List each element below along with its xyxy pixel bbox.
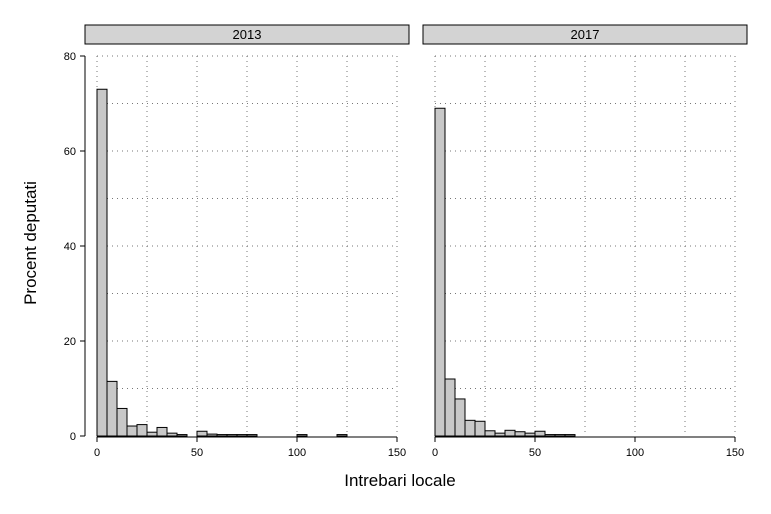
- histogram-bar: [524, 432, 536, 437]
- histogram-bar: [166, 432, 178, 437]
- y-tick-label: 60: [64, 146, 76, 158]
- x-tick-label: 50: [529, 447, 541, 459]
- histogram-bar: [176, 434, 188, 437]
- x-tick-label: 50: [191, 447, 203, 459]
- facet-panels: 2013 0 50 100 150 2017 0 50 100 150: [84, 24, 748, 459]
- facet-strip-label: 2017: [571, 27, 600, 42]
- facet-panel-2017: 2017 0 50 100 150: [422, 24, 748, 459]
- facet-panel-2013: 2013 0 50 100 150: [84, 24, 410, 459]
- histogram-bar: [216, 434, 228, 437]
- facet-strip-label: 2013: [233, 27, 262, 42]
- y-tick-label: 80: [64, 51, 76, 63]
- histogram-bar: [206, 433, 218, 437]
- histogram-bar: [454, 398, 466, 437]
- histogram-bar: [246, 434, 258, 437]
- x-tick-label: 0: [94, 447, 100, 459]
- histogram-bar: [434, 107, 446, 437]
- histogram-bar: [534, 430, 546, 437]
- y-tick-label: 20: [64, 336, 76, 348]
- histogram-bar: [146, 431, 158, 437]
- histogram-bar: [494, 432, 506, 437]
- histogram-bar: [514, 431, 526, 437]
- y-axis: 0 20 40 60 80: [64, 51, 86, 443]
- x-tick-label: 150: [388, 447, 406, 459]
- x-tick-label: 150: [726, 447, 744, 459]
- x-tick-label: 0: [432, 447, 438, 459]
- histogram-bar: [156, 426, 168, 437]
- x-axis-title: Intrebari locale: [344, 471, 456, 490]
- histogram-bar: [116, 407, 128, 437]
- histogram-bar: [564, 434, 576, 437]
- histogram-bar: [106, 380, 118, 437]
- histogram-bar: [196, 430, 208, 437]
- histogram-bar: [554, 434, 566, 437]
- histogram-bar: [296, 434, 308, 437]
- histogram-bar: [236, 434, 248, 437]
- histogram-bar: [474, 420, 486, 437]
- y-axis-title: Procent deputati: [21, 181, 40, 305]
- histogram-bar: [126, 425, 138, 437]
- x-tick-label: 100: [288, 447, 306, 459]
- histogram-bar: [136, 424, 148, 437]
- histogram-bar: [226, 434, 238, 437]
- histogram-bar: [96, 88, 108, 437]
- histogram-bar: [336, 434, 348, 437]
- facet-strip: [422, 24, 748, 45]
- histogram-bar: [484, 430, 496, 437]
- facet-strip: [84, 24, 410, 45]
- histogram-bar: [444, 378, 456, 437]
- y-tick-label: 40: [64, 241, 76, 253]
- histogram-bar: [544, 434, 556, 437]
- histogram-bar: [504, 429, 516, 437]
- histogram-bar: [464, 419, 476, 437]
- x-tick-label: 100: [626, 447, 644, 459]
- y-tick-label: 0: [70, 431, 76, 443]
